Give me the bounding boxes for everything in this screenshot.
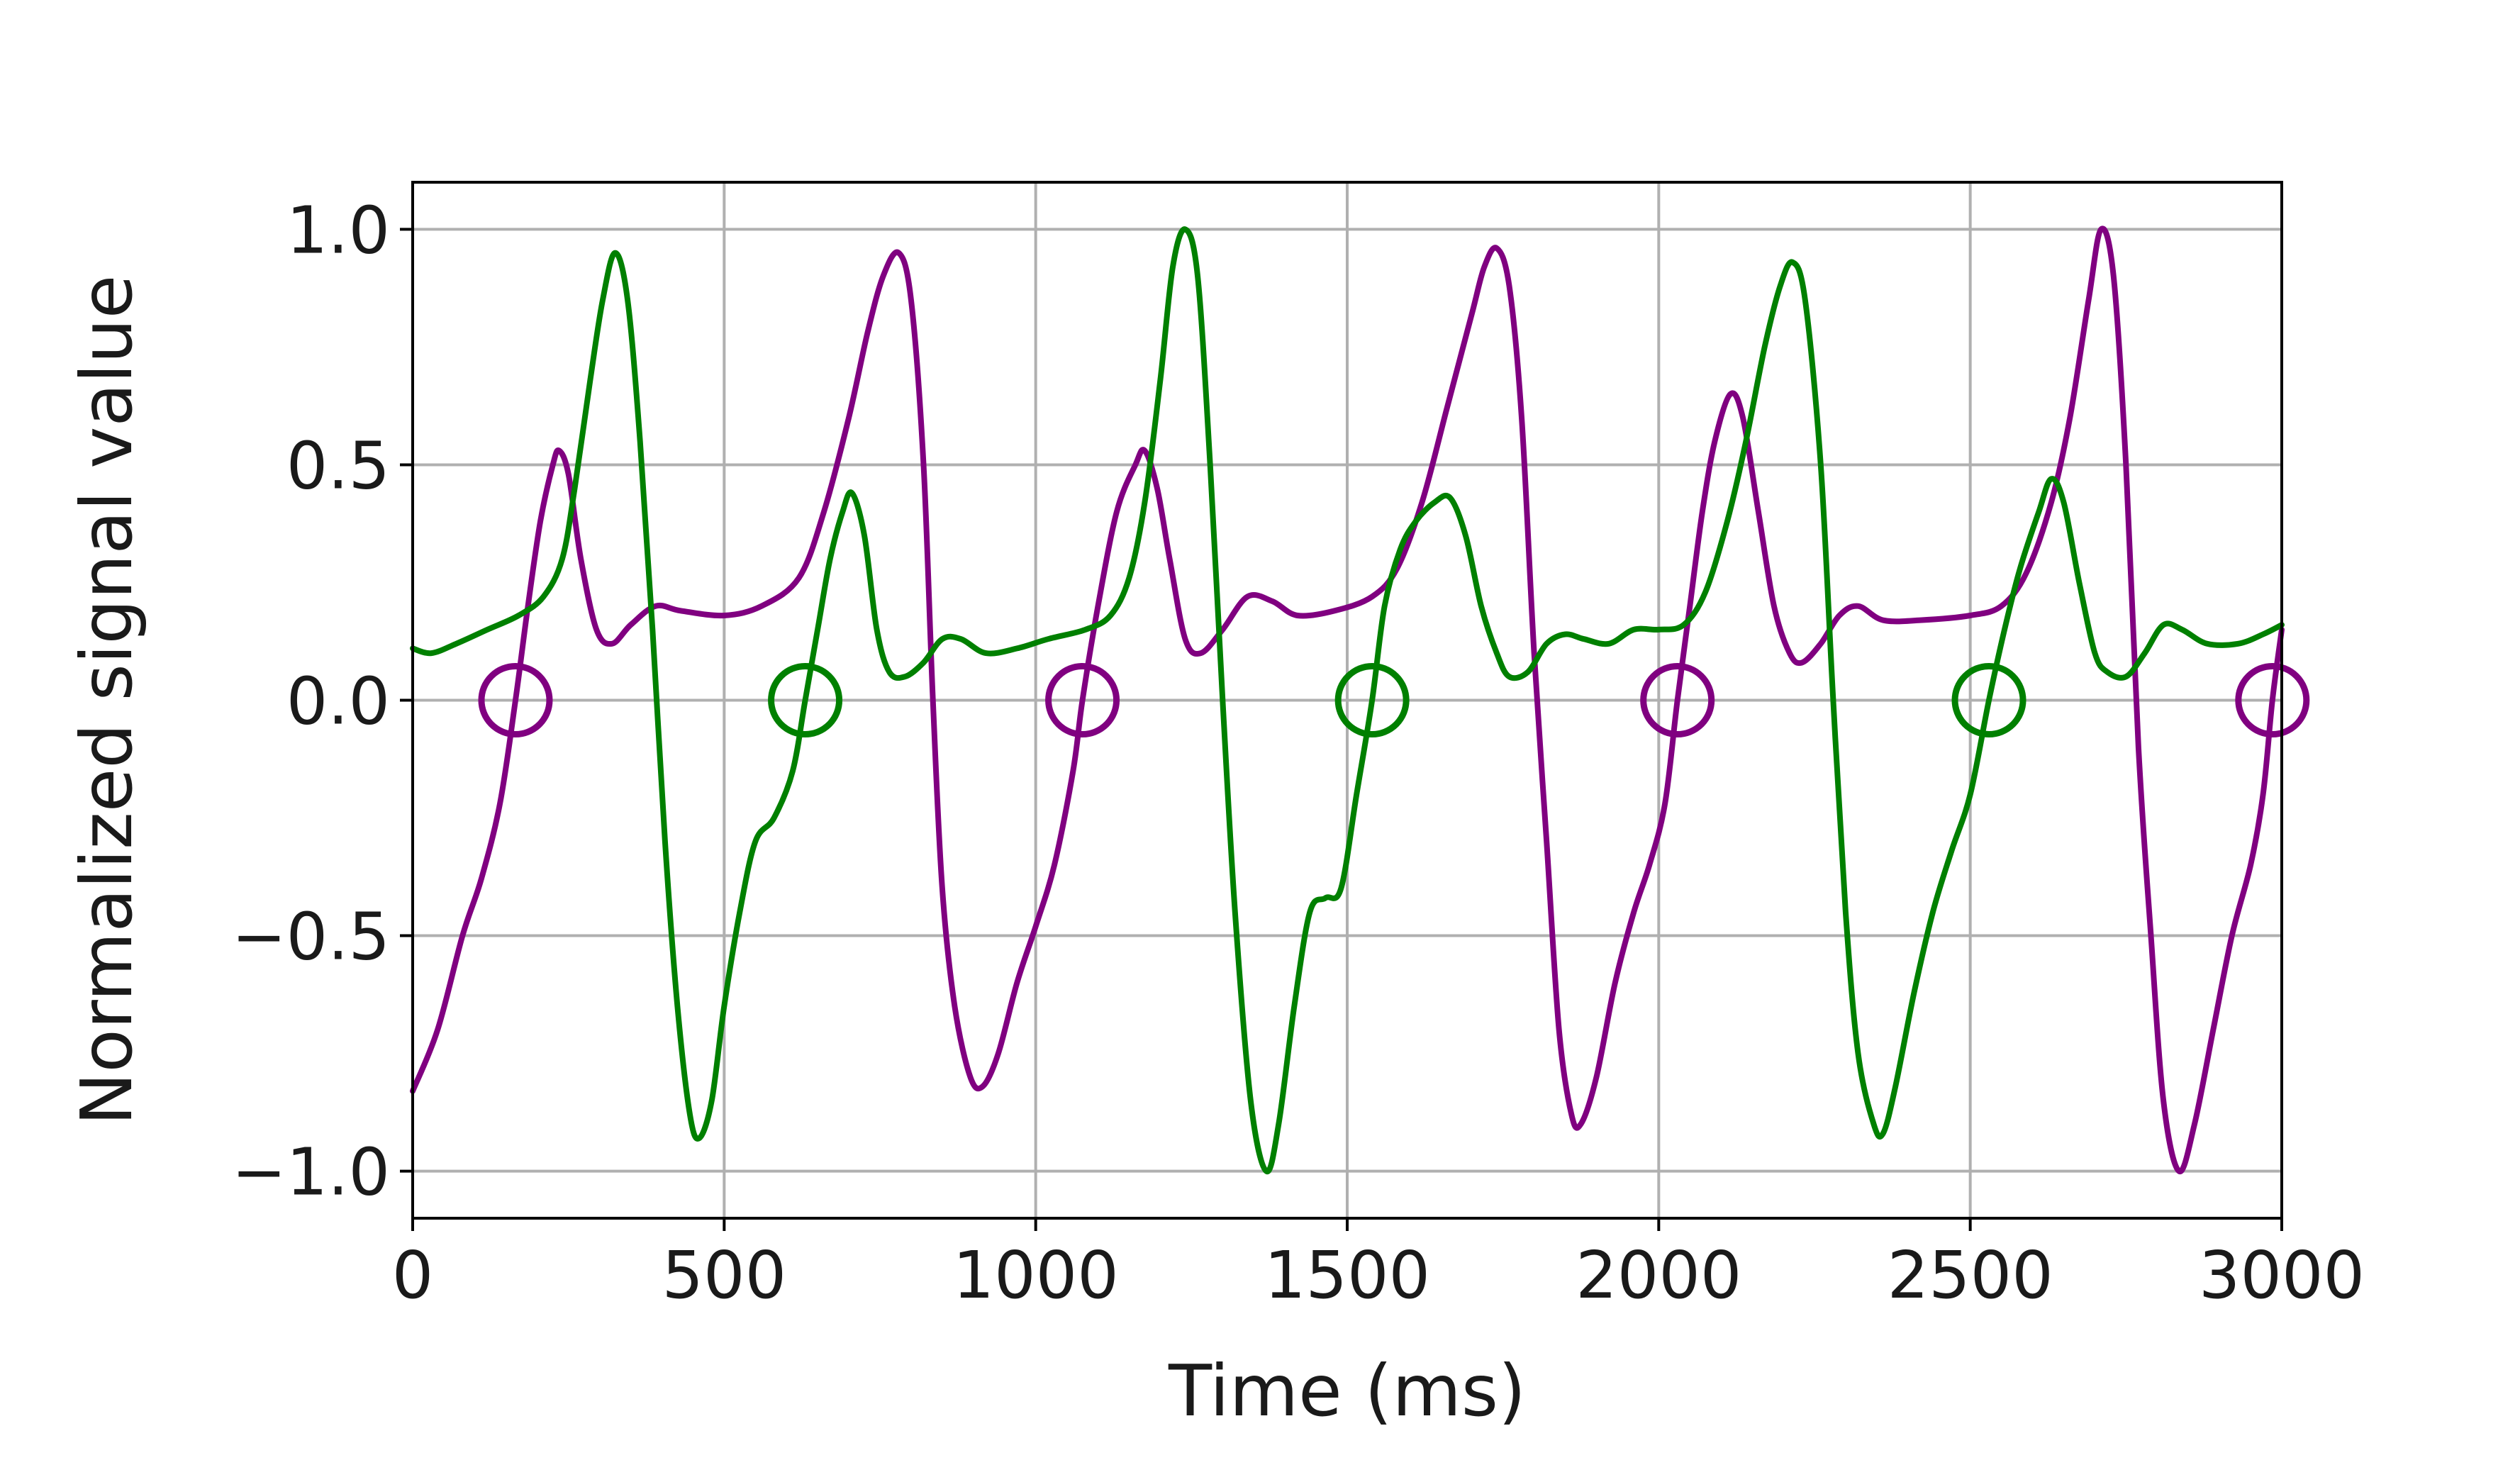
y-tick-label-0: −1.0 xyxy=(232,1135,390,1210)
grid xyxy=(411,182,2283,1218)
x-tick-label-3: 1500 xyxy=(1264,1237,1430,1313)
zero-crossing-marker-0 xyxy=(478,663,553,737)
y-axis-label: Normalized signal value xyxy=(65,275,148,1126)
zero-crossing-marker-1 xyxy=(768,663,843,737)
x-tick-label-4: 2000 xyxy=(1576,1237,1741,1313)
zero-crossing-marker-4 xyxy=(1640,663,1715,737)
y-tick-label-2: 0.0 xyxy=(286,664,390,740)
x-tick-label-1: 500 xyxy=(662,1237,787,1313)
y-tick-label-1: −0.5 xyxy=(232,899,390,975)
x-tick-label-0: 0 xyxy=(392,1237,434,1313)
x-axis-label: Time (ms) xyxy=(1168,1349,1526,1432)
tick-layer: 0 500 1000 1500 2000 2500 3000 −1.0 −0.5 0.0 0.5 1.… xyxy=(232,192,2365,1313)
zero-crossing-marker-6 xyxy=(2235,663,2310,737)
zero-crossing-marker-2 xyxy=(1045,663,1120,737)
x-tick-label-6: 3000 xyxy=(2199,1237,2365,1313)
y-tick-label-3: 0.5 xyxy=(286,428,390,503)
x-tick-label-2: 1000 xyxy=(953,1237,1119,1313)
zero-crossing-marker-5 xyxy=(1951,663,2026,737)
y-tick-label-4: 1.0 xyxy=(286,192,390,268)
zero-crossing-marker-3 xyxy=(1334,663,1410,737)
x-tick-label-5: 2500 xyxy=(1888,1237,2053,1313)
marker-layer xyxy=(478,663,2310,737)
series-line-0 xyxy=(410,225,2285,1174)
series-layer xyxy=(410,225,2285,1175)
series-line-1 xyxy=(410,226,2285,1175)
